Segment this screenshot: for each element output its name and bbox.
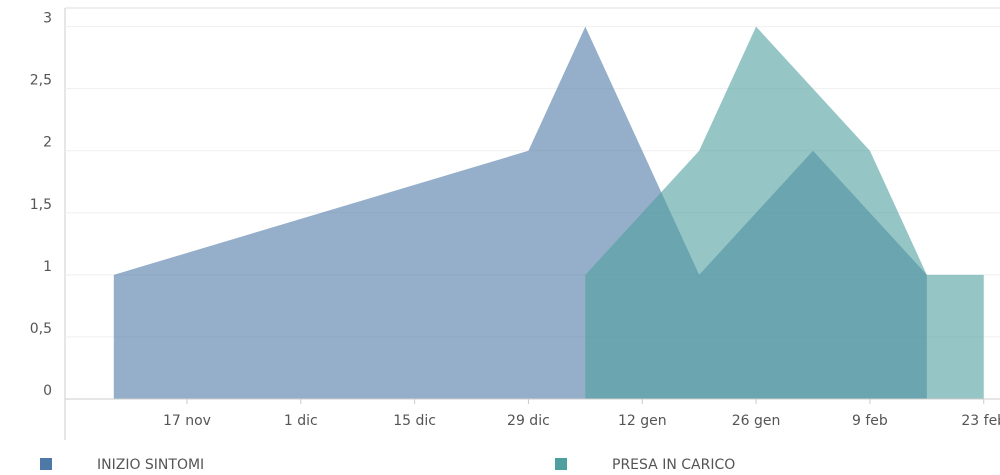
- y-tick-label: 0: [43, 383, 52, 399]
- y-tick-label: 1: [43, 259, 52, 275]
- x-tick-label: 15 dic: [393, 413, 436, 429]
- y-tick-label: 3: [43, 11, 52, 27]
- legend-label: INIZIO SINTOMI: [97, 457, 204, 473]
- y-tick-label: 2: [43, 135, 52, 151]
- legend-label: PRESA IN CARICO: [612, 457, 735, 473]
- legend-swatch: [40, 458, 52, 470]
- x-tick-label: 9 feb: [852, 413, 888, 429]
- area: [585, 26, 984, 399]
- x-tick-label: 26 gen: [732, 413, 781, 429]
- x-tick-label: 12 gen: [618, 413, 667, 429]
- x-tick-label: 1 dic: [284, 413, 318, 429]
- x-tick-label: 29 dic: [507, 413, 550, 429]
- legend-swatch: [555, 458, 567, 470]
- y-tick-label: 0,5: [30, 321, 52, 337]
- y-tick-label: 2,5: [30, 73, 52, 89]
- x-tick-label: 17 nov: [163, 413, 211, 429]
- y-tick-label: 1,5: [30, 197, 52, 213]
- x-tick-label: 23 feb: [961, 413, 1000, 429]
